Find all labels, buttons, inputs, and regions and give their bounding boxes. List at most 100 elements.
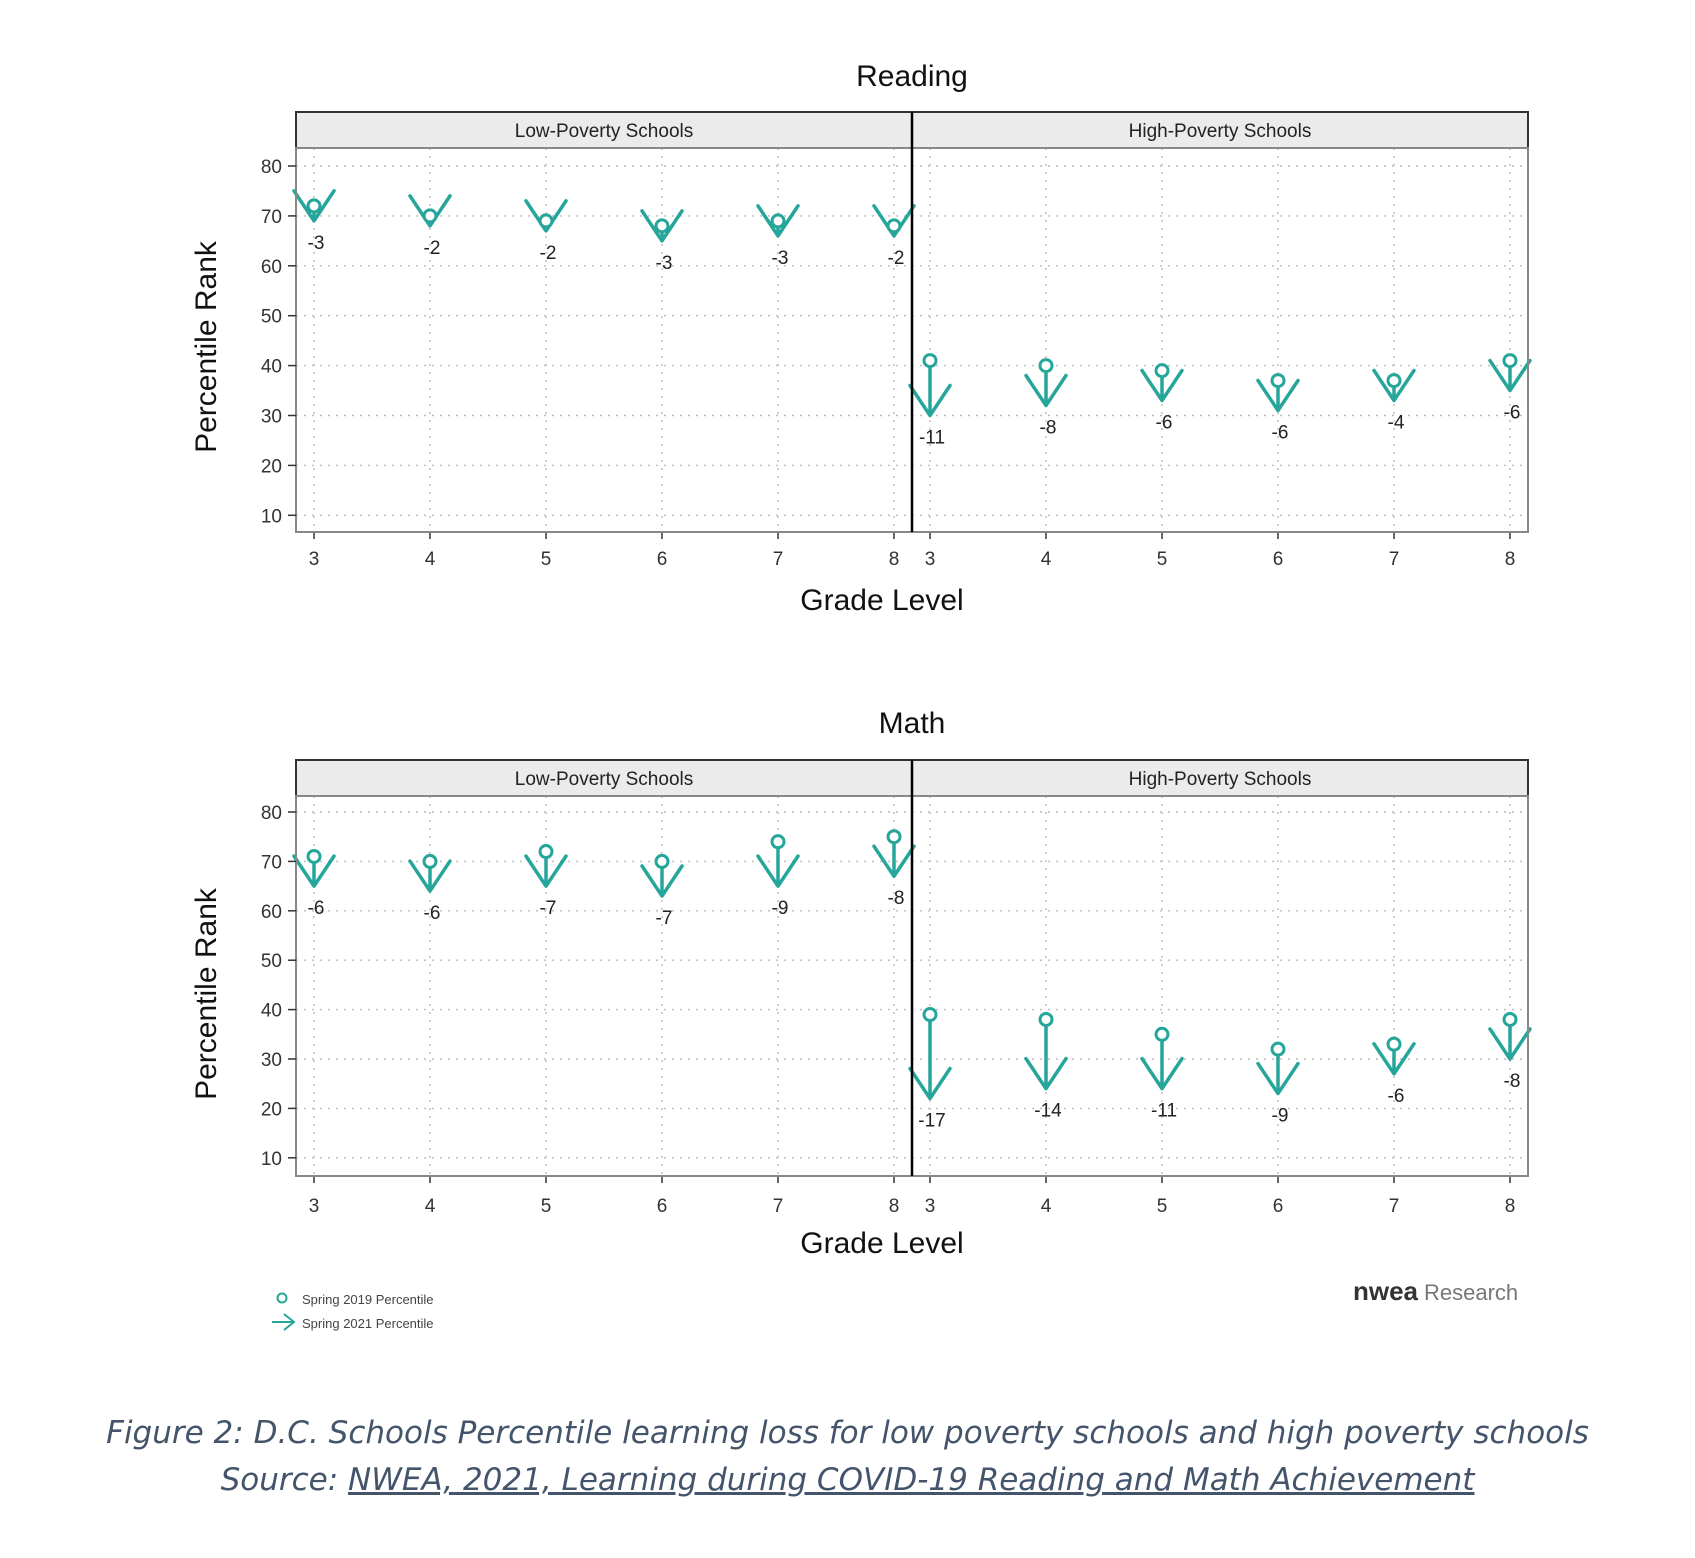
y-axis-title: Percentile Rank (190, 240, 223, 453)
x-tick-label: 5 (541, 549, 552, 570)
change-label: -4 (1388, 413, 1405, 434)
x-tick-label: 8 (1505, 549, 1516, 570)
data-mark: -8 (1488, 1011, 1532, 1092)
caption-source: Source: NWEA, 2021, Learning during COVI… (0, 1462, 1695, 1498)
y-tick-label: 40 (261, 357, 282, 378)
x-tick-label: 3 (925, 1196, 936, 1217)
x-tick-label: 4 (1041, 549, 1052, 570)
legend-arrow-icon (283, 1313, 296, 1331)
spring-2021-arrow (1372, 1042, 1416, 1076)
nwea-research-logo: nwea Research (1353, 1276, 1518, 1306)
data-mark: -6 (292, 848, 336, 919)
spring-2021-arrow (756, 204, 800, 238)
x-axis-title: Grade Level (800, 584, 963, 617)
data-mark: -8 (872, 829, 916, 909)
spring-2019-point (538, 844, 554, 860)
caption-title: Figure 2: D.C. Schools Percentile learni… (106, 1415, 1589, 1451)
y-tick-label: 20 (261, 1099, 282, 1120)
x-tick-label: 8 (889, 1196, 900, 1217)
data-mark: -6 (1372, 1036, 1416, 1107)
y-tick-label: 50 (261, 951, 282, 972)
y-tick-label: 30 (261, 1050, 282, 1071)
spring-2021-arrow (408, 859, 452, 893)
x-tick-label: 7 (1389, 1196, 1400, 1217)
spring-2019-point (422, 208, 438, 224)
y-tick-label: 10 (261, 506, 282, 527)
x-tick-label: 4 (425, 1196, 436, 1217)
y-tick-label: 60 (261, 257, 282, 278)
spring-2019-point (1270, 1041, 1286, 1057)
figure: Reading Low-Poverty Schools 3 4 5 6 7 8 -3 -2 -2 -3… (190, 60, 1532, 1331)
x-tick-label: 3 (309, 549, 320, 570)
spring-2021-arrow (908, 1066, 952, 1101)
source-link[interactable]: NWEA, 2021, Learning during COVID-19 Rea… (348, 1462, 1475, 1498)
x-tick-label: 7 (773, 549, 784, 570)
x-tick-label: 7 (1389, 549, 1400, 570)
x-tick-label: 8 (889, 549, 900, 570)
data-mark: -3 (756, 204, 800, 269)
change-label: -6 (308, 898, 325, 919)
spring-2019-point (1270, 373, 1286, 389)
change-label: -7 (656, 908, 673, 929)
x-tick-label: 6 (1273, 549, 1284, 570)
y-tick-label: 20 (261, 456, 282, 477)
y-tick-label: 80 (261, 157, 282, 178)
spring-2021-arrow (1488, 358, 1532, 393)
spring-2021-arrow (756, 854, 800, 888)
spring-2019-point (1502, 1011, 1518, 1027)
x-tick-label: 3 (925, 549, 936, 570)
data-mark: -7 (524, 844, 568, 919)
legend-circle-icon (276, 1292, 288, 1304)
change-label: -9 (772, 898, 789, 919)
change-label: -2 (540, 243, 557, 264)
data-mark: -11 (1140, 1026, 1184, 1122)
x-tick-label: 7 (773, 1196, 784, 1217)
legend: Spring 2019 Percentile Spring 2021 Percen… (272, 1292, 434, 1331)
spring-2019-point (306, 848, 322, 864)
spring-2019-point (886, 218, 902, 234)
y-tick-label: 40 (261, 1001, 282, 1022)
panel-strip-label: Low-Poverty Schools (515, 769, 693, 790)
spring-2021-arrow (640, 209, 684, 243)
change-label: -11 (919, 428, 945, 449)
change-label: -11 (1151, 1101, 1177, 1122)
spring-2021-arrow (908, 383, 952, 418)
spring-2021-arrow (292, 189, 336, 223)
change-label: -6 (424, 903, 441, 924)
data-mark: -3 (292, 189, 336, 254)
spring-2019-point (770, 834, 786, 850)
y-tick-label: 70 (261, 852, 282, 873)
x-tick-label: 3 (309, 1196, 320, 1217)
spring-2021-arrow (524, 199, 568, 233)
change-label: -8 (1504, 1071, 1521, 1092)
x-tick-label: 6 (657, 1196, 668, 1217)
x-tick-label: 5 (1157, 1196, 1168, 1217)
data-mark: -6 (1140, 363, 1184, 434)
change-label: -3 (308, 233, 325, 254)
spring-2019-point (422, 853, 438, 869)
change-label: -8 (888, 888, 905, 909)
chart-title: Reading (856, 60, 968, 93)
x-tick-label: 4 (425, 549, 436, 570)
spring-2019-point (1502, 353, 1518, 369)
spring-2019-point (306, 198, 322, 214)
x-tick-label: 4 (1041, 1196, 1052, 1217)
y-tick-label: 70 (261, 207, 282, 228)
spring-2019-point (654, 853, 670, 869)
spring-2021-arrow (1256, 1061, 1300, 1096)
data-mark: -8 (1024, 358, 1068, 439)
data-mark: -6 (408, 853, 452, 924)
change-label: -14 (1034, 1101, 1062, 1122)
spring-2019-point (654, 218, 670, 234)
data-mark: -14 (1024, 1011, 1068, 1122)
spring-2021-arrow (408, 194, 452, 228)
change-label: -3 (772, 248, 789, 269)
spring-2019-point (922, 1007, 938, 1023)
spring-2019-point (1038, 358, 1054, 374)
panel-strip-label: High-Poverty Schools (1129, 769, 1312, 790)
data-mark: -11 (908, 353, 952, 449)
chart-title: Math (879, 707, 946, 740)
y-tick-label: 60 (261, 902, 282, 923)
chart-math: Math Low-Poverty Schools 3 4 5 6 7 8 -6 -6 -7 -7 -9 -… (190, 707, 1532, 1260)
x-tick-label: 5 (541, 1196, 552, 1217)
